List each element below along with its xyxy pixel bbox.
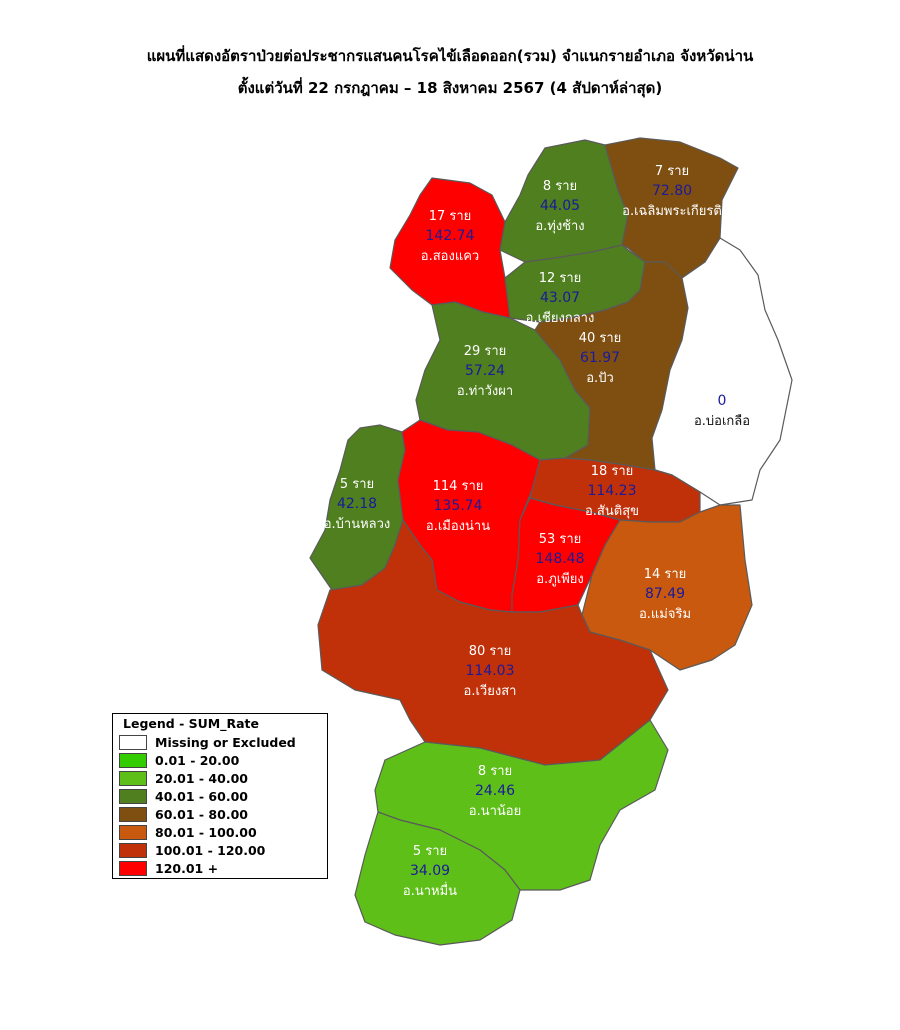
district-rate: 24.46 <box>475 783 515 799</box>
legend-label: 120.01 + <box>155 860 219 876</box>
district-cases: 5 ราย <box>413 844 447 859</box>
district-area <box>651 237 793 506</box>
district-cases: 7 ราย <box>655 164 689 179</box>
legend-item: 120.01 + <box>113 859 327 877</box>
district-cases: 80 ราย <box>469 644 512 659</box>
district-area <box>317 519 669 766</box>
legend-label: 0.01 - 20.00 <box>155 752 240 768</box>
district-name: อ.สันติสุข <box>585 504 639 519</box>
district-rate: 142.74 <box>426 228 475 244</box>
district-name: อ.เวียงสา <box>464 683 517 699</box>
district-cases: 29 ราย <box>464 344 507 359</box>
legend-items: Missing or Excluded 0.01 - 20.00 20.01 - 4… <box>113 733 327 877</box>
legend-swatch <box>119 770 147 786</box>
district-rate: 114.23 <box>588 483 637 499</box>
district-name: อ.เชียงกลาง <box>526 310 595 326</box>
district-name: อ.ปัว <box>586 371 614 386</box>
district-rate: 0 <box>718 393 727 409</box>
district-name: อ.บ้านหลวง <box>324 517 391 532</box>
district-name: อ.นาน้อย <box>469 804 521 819</box>
district-rate: 34.09 <box>410 863 450 879</box>
district-rate: 61.97 <box>580 350 620 366</box>
legend-swatch <box>119 752 147 768</box>
district-rate: 114.03 <box>466 663 515 679</box>
legend-label: 80.01 - 100.00 <box>155 824 257 840</box>
district-rate: 43.07 <box>540 290 580 306</box>
district-name: อ.เมืองน่าน <box>426 518 490 534</box>
legend-swatch <box>119 824 147 840</box>
district-name: อ.เฉลิมพระเกียรติ <box>622 203 722 219</box>
legend-item: 60.01 - 80.00 <box>113 805 327 823</box>
district-cases: 18 ราย <box>591 464 634 479</box>
district-name: อ.ทุ่งช้าง <box>535 219 584 234</box>
district-rate: 148.48 <box>536 551 585 567</box>
district-name: อ.สองแคว <box>421 249 479 264</box>
district-cases: 53 ราย <box>539 532 582 547</box>
district-cases: 40 ราย <box>579 331 622 346</box>
district-name: อ.บ่อเกลือ <box>694 413 750 429</box>
district-rate: 135.74 <box>434 498 483 514</box>
district-name: อ.นาหมื่น <box>403 882 457 899</box>
district-labels: 17 ราย 142.74 อ.สองแคว 8 ราย 44.05 อ.ทุ่งช้าง… <box>324 164 750 899</box>
district-cases: 114 ราย <box>433 479 484 494</box>
district-cases: 17 ราย <box>429 209 472 224</box>
district-area <box>354 811 521 946</box>
district-rate: 44.05 <box>540 198 580 214</box>
district-cases: 5 ราย <box>340 477 374 492</box>
legend-label: 20.01 - 40.00 <box>155 770 248 786</box>
district-cases: 12 ราย <box>539 271 582 286</box>
district-area <box>389 177 511 319</box>
district-shapes <box>309 137 793 946</box>
legend-item: 0.01 - 20.00 <box>113 751 327 769</box>
district-cases: 8 ราย <box>478 764 512 779</box>
district-name: อ.ภูเพียง <box>536 571 584 587</box>
legend-item: 80.01 - 100.00 <box>113 823 327 841</box>
legend-swatch <box>119 806 147 822</box>
title-line-2: ตั้งแต่วันที่ 22 กรกฎาคม – 18 สิงหาคม 25… <box>237 79 663 97</box>
legend-item: Missing or Excluded <box>113 733 327 751</box>
district-cases: 8 ราย <box>543 179 577 194</box>
district-rate: 87.49 <box>645 586 685 602</box>
district-name: อ.แม่จริม <box>639 607 691 622</box>
title-line-1: แผนที่แสดงอัตราป่วยต่อประชากรแสนคนโรคไข้… <box>146 47 754 65</box>
legend-swatch <box>119 842 147 858</box>
legend-item: 20.01 - 40.00 <box>113 769 327 787</box>
legend-title: Legend - SUM_Rate <box>123 716 259 731</box>
district-name: อ.ท่าวังผา <box>457 384 513 399</box>
district-rate: 57.24 <box>465 363 505 379</box>
district-area <box>581 504 753 671</box>
legend-swatch <box>119 860 147 876</box>
district-cases: 14 ราย <box>644 567 687 582</box>
district-rate: 72.80 <box>652 183 692 199</box>
legend-swatch <box>119 734 147 750</box>
legend-label: 60.01 - 80.00 <box>155 806 248 822</box>
legend-label: Missing or Excluded <box>155 734 296 750</box>
legend-label: 40.01 - 60.00 <box>155 788 248 804</box>
legend-item: 40.01 - 60.00 <box>113 787 327 805</box>
legend-label: 100.01 - 120.00 <box>155 842 266 858</box>
map-title: แผนที่แสดงอัตราป่วยต่อประชากรแสนคนโรคไข้… <box>0 40 900 104</box>
district-rate: 42.18 <box>337 496 377 512</box>
legend-swatch <box>119 788 147 804</box>
legend: Legend - SUM_Rate Missing or Excluded 0.0… <box>112 713 328 879</box>
legend-item: 100.01 - 120.00 <box>113 841 327 859</box>
